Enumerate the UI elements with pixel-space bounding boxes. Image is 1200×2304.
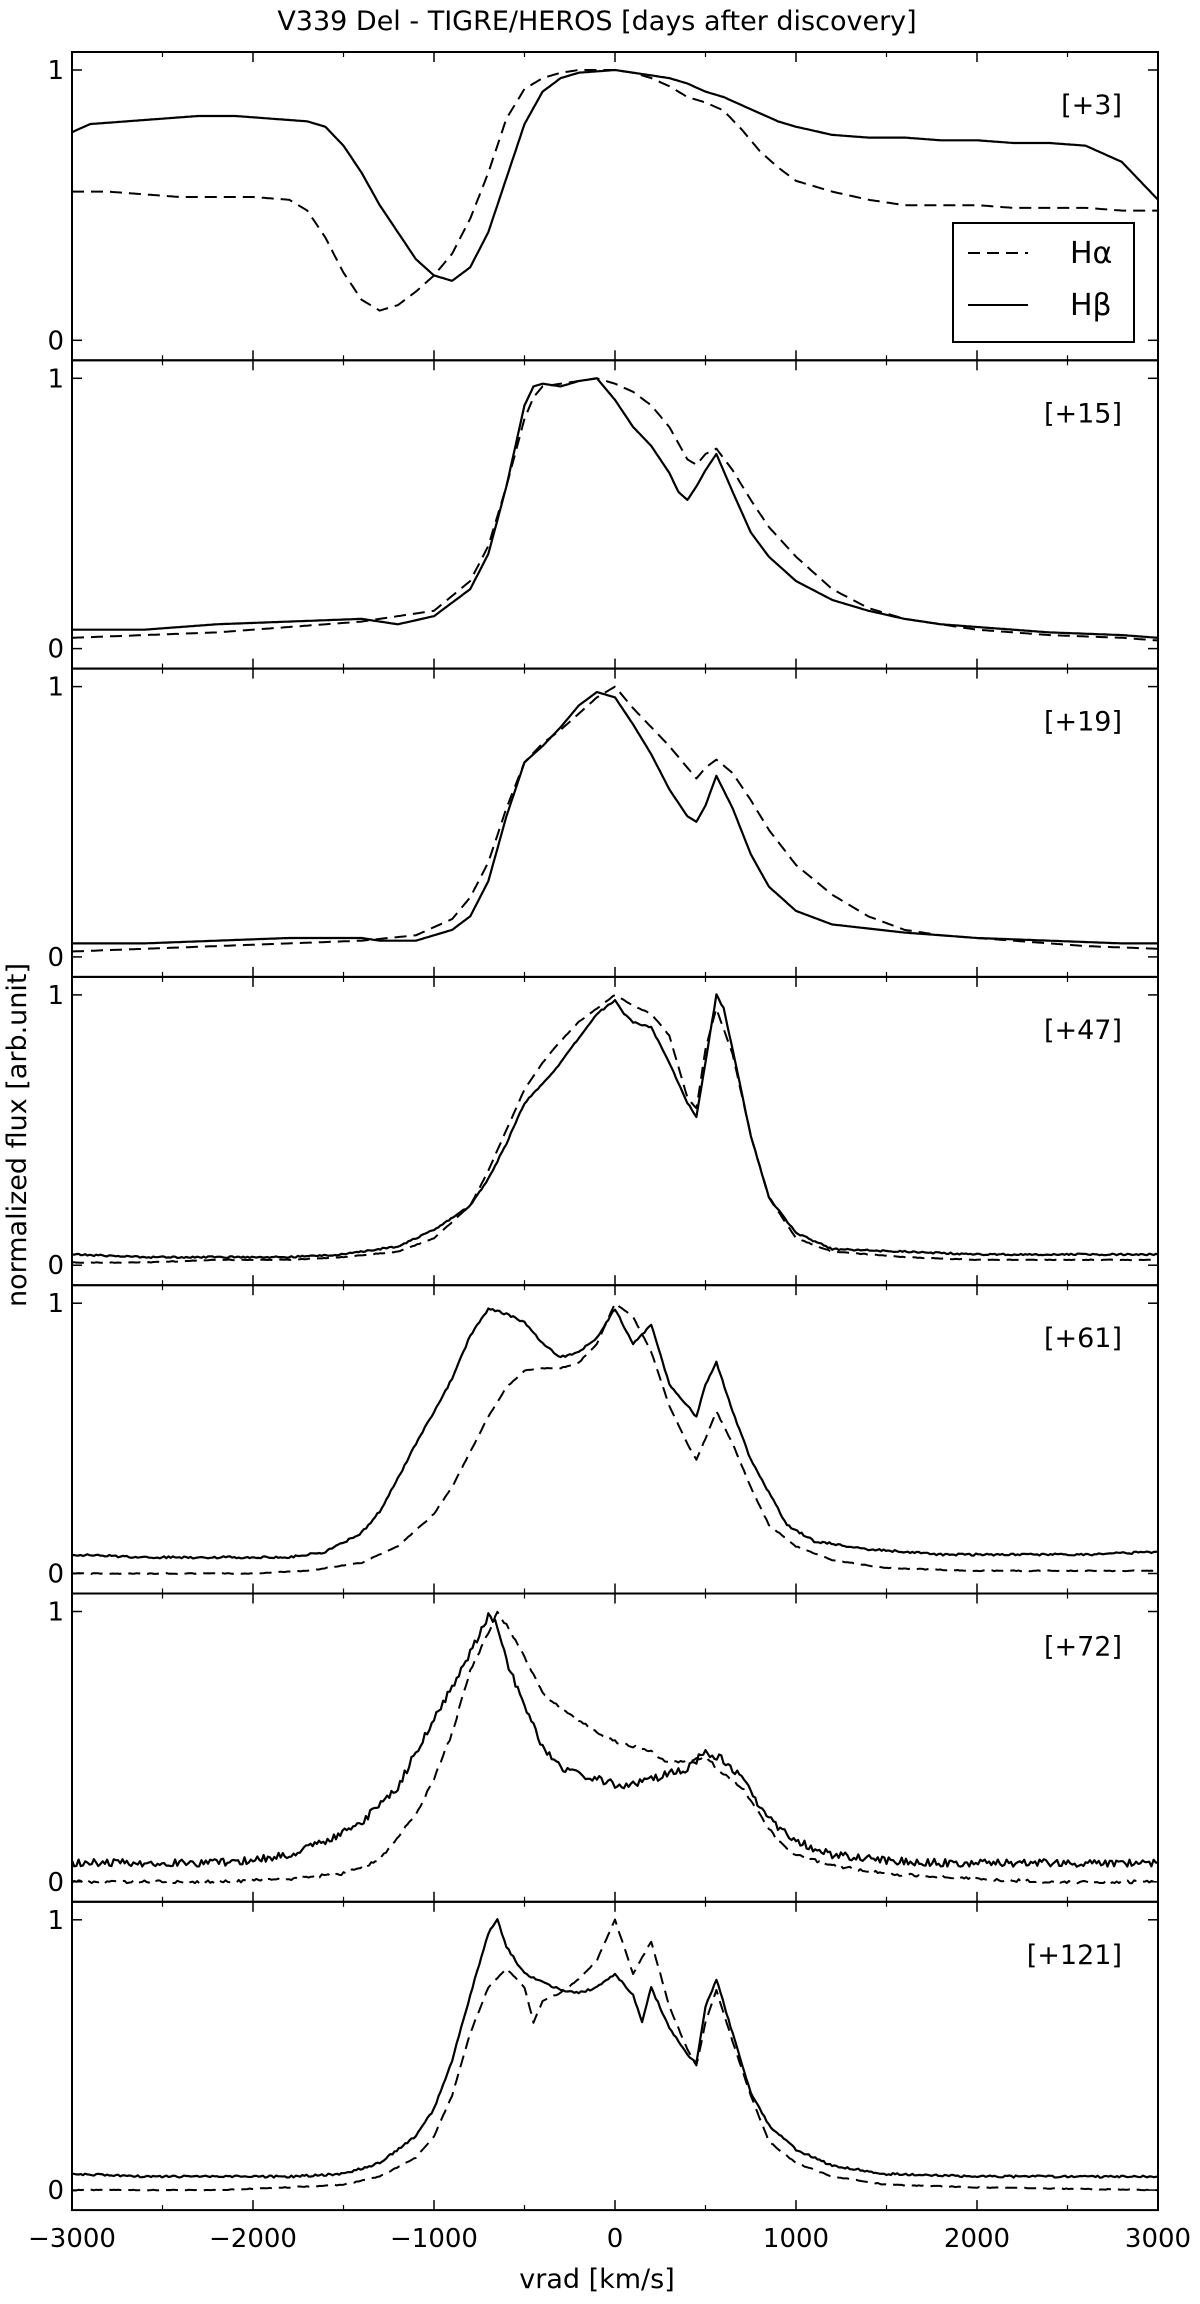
y-tick-label: 0 [47,1251,64,1281]
series-line [72,69,1158,312]
series-line [71,994,1159,1264]
series-line [71,377,1159,642]
chart-legend: Hα Hβ [952,222,1135,343]
chart-panel: 0 1 [+61] [47,1284,1159,1595]
chart-panel: 0 1 [+121] [47,1900,1159,2212]
panels-layer: 0 1 [+3] Hα Hβ 0 1 [+15] 0 1 [+19] 0 1 [+47] 0 1 [+61] 0 1… [28,51,1191,2254]
panel-epoch-label: [+61] [1044,1323,1122,1354]
x-tick-label: −2000 [209,2224,297,2254]
y-tick-label: 1 [47,1906,64,1936]
y-axis-label: normalized flux [arb.unit] [2,963,33,1307]
y-tick-label: 0 [47,326,64,356]
panel-epoch-label: [+19] [1044,707,1122,738]
series-line [71,1307,1159,1560]
panel-frame [71,1592,1159,1903]
panel-epoch-label: [+47] [1044,1015,1122,1046]
x-tick-label: −1000 [390,2224,478,2254]
series-line [71,1918,1158,2192]
chart-panel: 0 1 [+72] [47,1592,1159,1903]
series-line [71,993,1159,1259]
series-line [71,1302,1159,1575]
panel-frame [71,667,1159,978]
panel-epoch-label: [+15] [1044,398,1122,429]
x-tick-label: −3000 [28,2224,116,2254]
series-line [70,1612,1159,1868]
y-tick-label: 1 [47,981,64,1011]
panel-epoch-label: [+121] [1027,1940,1122,1971]
y-tick-label: 1 [47,1598,64,1628]
panel-epoch-label: [+3] [1061,90,1122,121]
chart-panel: 0 1 [+19] [47,667,1159,978]
y-tick-label: 0 [47,1868,64,1898]
y-tick-label: 0 [47,1560,64,1590]
x-tick-label: 2000 [944,2224,1010,2254]
panel-epoch-label: [+72] [1044,1632,1122,1663]
panel-frame [71,975,1159,1287]
y-tick-label: 1 [47,673,64,703]
panel-frame [71,359,1159,670]
series-line [72,690,1158,945]
panel-frame [71,1900,1159,2212]
y-tick-label: 1 [47,56,64,86]
chart-title: V339 Del - TIGRE/HEROS [days after disco… [277,6,916,37]
series-line [71,68,1159,282]
y-tick-label: 0 [47,635,64,665]
chart-panel: 0 1 [+15] [47,359,1159,670]
x-tick-label: 3000 [1125,2224,1191,2254]
y-tick-label: 0 [47,943,64,973]
x-tick-label: 0 [607,2224,624,2254]
y-tick-label: 1 [47,1289,64,1319]
y-tick-label: 1 [47,364,64,394]
chart-panel: 0 1 [+47] [47,975,1159,1287]
panel-frame [71,1284,1159,1595]
series-line [71,1610,1159,1885]
x-tick-label: 1000 [763,2224,829,2254]
series-line [71,1918,1159,2179]
legend-label: Hα [1070,236,1112,271]
y-tick-label: 0 [47,2176,64,2206]
legend-box [952,222,1135,343]
series-line [72,377,1159,639]
series-line [71,685,1159,953]
chart-panel: 0 1 [+3] Hα Hβ [47,51,1159,362]
x-axis-label: vrad [km/s] [519,2264,675,2295]
legend-label: Hβ [1070,288,1112,323]
